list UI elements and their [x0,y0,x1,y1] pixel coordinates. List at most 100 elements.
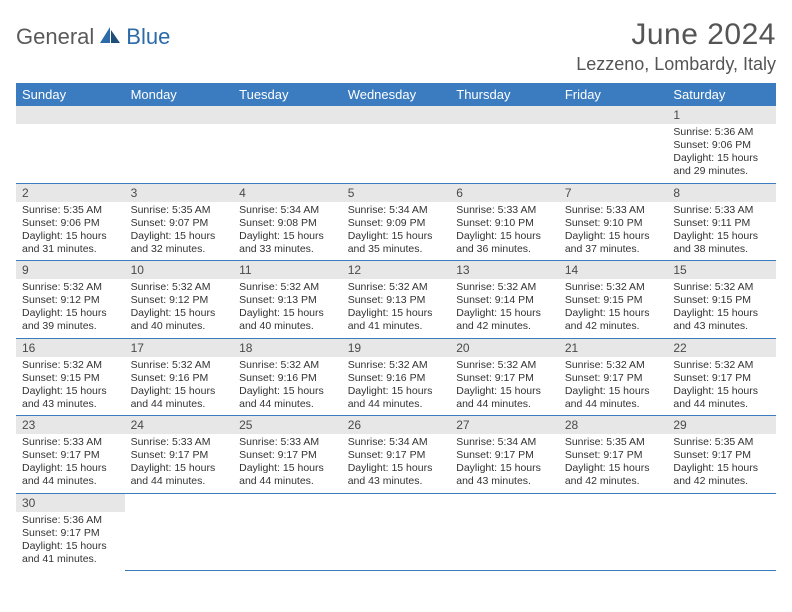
week-row: 16Sunrise: 5:32 AMSunset: 9:15 PMDayligh… [16,338,776,416]
empty-cell [125,493,234,570]
day-info: Sunrise: 5:34 AMSunset: 9:09 PMDaylight:… [342,202,451,261]
day-number: 3 [125,184,234,202]
day-number: 4 [233,184,342,202]
day-number: 7 [559,184,668,202]
empty-cell [342,493,451,570]
day-cell: 25Sunrise: 5:33 AMSunset: 9:17 PMDayligh… [233,416,342,494]
weekday-wednesday: Wednesday [342,83,451,106]
day-cell: 22Sunrise: 5:32 AMSunset: 9:17 PMDayligh… [667,338,776,416]
day-info: Sunrise: 5:33 AMSunset: 9:17 PMDaylight:… [125,434,234,493]
empty-cell [450,106,559,183]
day-number: 16 [16,339,125,357]
day-number: 15 [667,261,776,279]
day-info: Sunrise: 5:32 AMSunset: 9:15 PMDaylight:… [559,279,668,338]
day-cell: 12Sunrise: 5:32 AMSunset: 9:13 PMDayligh… [342,261,451,339]
empty-cell [450,493,559,570]
day-cell: 9Sunrise: 5:32 AMSunset: 9:12 PMDaylight… [16,261,125,339]
day-info: Sunrise: 5:32 AMSunset: 9:13 PMDaylight:… [233,279,342,338]
day-info: Sunrise: 5:32 AMSunset: 9:12 PMDaylight:… [16,279,125,338]
day-info: Sunrise: 5:33 AMSunset: 9:17 PMDaylight:… [233,434,342,493]
day-cell: 13Sunrise: 5:32 AMSunset: 9:14 PMDayligh… [450,261,559,339]
weekday-friday: Friday [559,83,668,106]
weekday-sunday: Sunday [16,83,125,106]
day-number: 22 [667,339,776,357]
day-number: 19 [342,339,451,357]
day-info: Sunrise: 5:36 AMSunset: 9:17 PMDaylight:… [16,512,125,571]
day-info: Sunrise: 5:32 AMSunset: 9:13 PMDaylight:… [342,279,451,338]
day-cell: 21Sunrise: 5:32 AMSunset: 9:17 PMDayligh… [559,338,668,416]
day-cell: 24Sunrise: 5:33 AMSunset: 9:17 PMDayligh… [125,416,234,494]
day-info: Sunrise: 5:32 AMSunset: 9:16 PMDaylight:… [125,357,234,416]
day-number: 28 [559,416,668,434]
day-cell: 3Sunrise: 5:35 AMSunset: 9:07 PMDaylight… [125,183,234,261]
month-title: June 2024 [576,18,776,52]
day-number: 14 [559,261,668,279]
empty-cell [342,106,451,183]
empty-cell [16,106,125,183]
day-cell: 20Sunrise: 5:32 AMSunset: 9:17 PMDayligh… [450,338,559,416]
calendar-body: 1Sunrise: 5:36 AMSunset: 9:06 PMDaylight… [16,106,776,570]
empty-cell [125,106,234,183]
day-cell: 4Sunrise: 5:34 AMSunset: 9:08 PMDaylight… [233,183,342,261]
day-number: 17 [125,339,234,357]
day-cell: 7Sunrise: 5:33 AMSunset: 9:10 PMDaylight… [559,183,668,261]
day-info: Sunrise: 5:32 AMSunset: 9:17 PMDaylight:… [667,357,776,416]
day-info: Sunrise: 5:33 AMSunset: 9:11 PMDaylight:… [667,202,776,261]
day-number: 10 [125,261,234,279]
day-cell: 27Sunrise: 5:34 AMSunset: 9:17 PMDayligh… [450,416,559,494]
day-info: Sunrise: 5:32 AMSunset: 9:16 PMDaylight:… [233,357,342,416]
day-info: Sunrise: 5:33 AMSunset: 9:10 PMDaylight:… [450,202,559,261]
day-cell: 2Sunrise: 5:35 AMSunset: 9:06 PMDaylight… [16,183,125,261]
day-cell: 16Sunrise: 5:32 AMSunset: 9:15 PMDayligh… [16,338,125,416]
week-row: 23Sunrise: 5:33 AMSunset: 9:17 PMDayligh… [16,416,776,494]
logo-text-blue: Blue [126,24,170,50]
day-number: 5 [342,184,451,202]
empty-cell [233,106,342,183]
day-cell: 11Sunrise: 5:32 AMSunset: 9:13 PMDayligh… [233,261,342,339]
day-number: 8 [667,184,776,202]
day-number: 30 [16,494,125,512]
day-info: Sunrise: 5:35 AMSunset: 9:17 PMDaylight:… [667,434,776,493]
day-number: 2 [16,184,125,202]
day-cell: 15Sunrise: 5:32 AMSunset: 9:15 PMDayligh… [667,261,776,339]
header: General Blue June 2024 Lezzeno, Lombardy… [16,18,776,75]
day-info: Sunrise: 5:33 AMSunset: 9:17 PMDaylight:… [16,434,125,493]
title-block: June 2024 Lezzeno, Lombardy, Italy [576,18,776,75]
logo-sail-icon [98,25,122,50]
day-info: Sunrise: 5:32 AMSunset: 9:12 PMDaylight:… [125,279,234,338]
day-number: 23 [16,416,125,434]
day-info: Sunrise: 5:32 AMSunset: 9:15 PMDaylight:… [16,357,125,416]
day-info: Sunrise: 5:34 AMSunset: 9:17 PMDaylight:… [450,434,559,493]
day-cell: 26Sunrise: 5:34 AMSunset: 9:17 PMDayligh… [342,416,451,494]
day-number: 9 [16,261,125,279]
day-number: 6 [450,184,559,202]
empty-cell [233,493,342,570]
logo-text-general: General [16,24,94,50]
day-cell: 8Sunrise: 5:33 AMSunset: 9:11 PMDaylight… [667,183,776,261]
week-row: 2Sunrise: 5:35 AMSunset: 9:06 PMDaylight… [16,183,776,261]
weekday-tuesday: Tuesday [233,83,342,106]
day-cell: 18Sunrise: 5:32 AMSunset: 9:16 PMDayligh… [233,338,342,416]
day-info: Sunrise: 5:32 AMSunset: 9:17 PMDaylight:… [559,357,668,416]
day-cell: 28Sunrise: 5:35 AMSunset: 9:17 PMDayligh… [559,416,668,494]
day-cell: 30Sunrise: 5:36 AMSunset: 9:17 PMDayligh… [16,493,125,570]
day-cell: 19Sunrise: 5:32 AMSunset: 9:16 PMDayligh… [342,338,451,416]
day-info: Sunrise: 5:32 AMSunset: 9:16 PMDaylight:… [342,357,451,416]
day-number: 25 [233,416,342,434]
day-info: Sunrise: 5:34 AMSunset: 9:17 PMDaylight:… [342,434,451,493]
weekday-header-row: SundayMondayTuesdayWednesdayThursdayFrid… [16,83,776,106]
day-number: 11 [233,261,342,279]
day-info: Sunrise: 5:32 AMSunset: 9:14 PMDaylight:… [450,279,559,338]
week-row: 1Sunrise: 5:36 AMSunset: 9:06 PMDaylight… [16,106,776,183]
week-row: 30Sunrise: 5:36 AMSunset: 9:17 PMDayligh… [16,493,776,570]
day-info: Sunrise: 5:33 AMSunset: 9:10 PMDaylight:… [559,202,668,261]
day-number: 18 [233,339,342,357]
day-cell: 14Sunrise: 5:32 AMSunset: 9:15 PMDayligh… [559,261,668,339]
calendar-table: SundayMondayTuesdayWednesdayThursdayFrid… [16,83,776,571]
day-info: Sunrise: 5:36 AMSunset: 9:06 PMDaylight:… [667,124,776,183]
day-cell: 6Sunrise: 5:33 AMSunset: 9:10 PMDaylight… [450,183,559,261]
calendar-page: General Blue June 2024 Lezzeno, Lombardy… [0,0,792,589]
week-row: 9Sunrise: 5:32 AMSunset: 9:12 PMDaylight… [16,261,776,339]
location-text: Lezzeno, Lombardy, Italy [576,54,776,75]
day-number: 20 [450,339,559,357]
